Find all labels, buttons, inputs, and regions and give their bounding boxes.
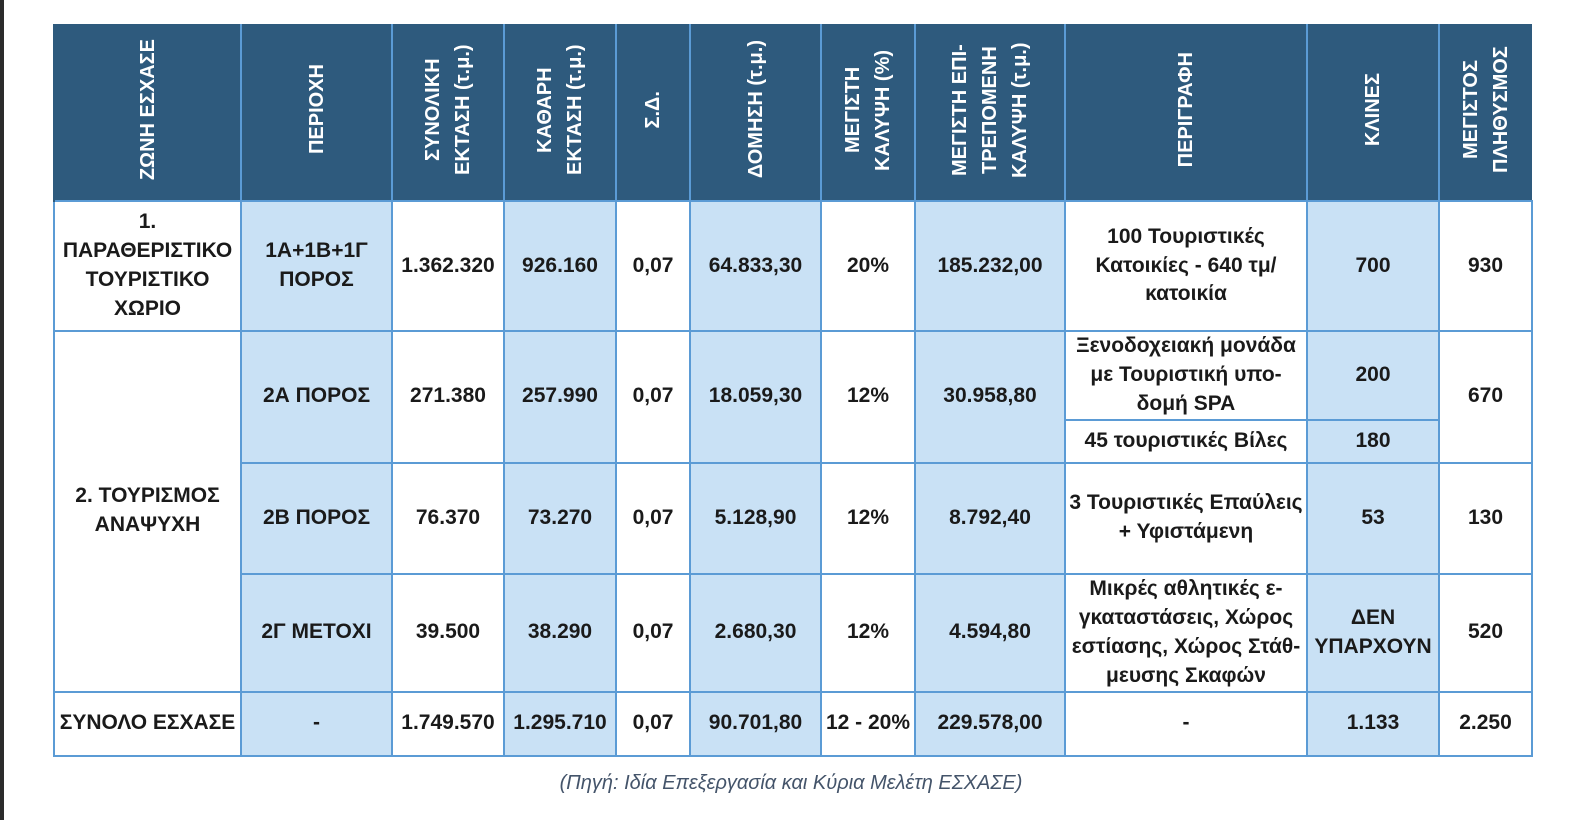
total-area-cell: 76.370 [391, 461, 505, 575]
zone-cell: ΣΥΝΟΛΟ ΕΣΧΑΣΕ [53, 690, 242, 757]
area-cell: 2Β ΠΟΡΟΣ [240, 461, 393, 575]
net-area-cell: 38.290 [503, 572, 617, 693]
building-cell: 90.701,80 [689, 690, 822, 757]
population-cell: 130 [1438, 461, 1533, 575]
population-cell: 930 [1438, 200, 1533, 332]
zone-cell: 2. ΤΟΥΡΙΣΜΟΣ ΑΝΑΨΥΧΗ [53, 330, 242, 693]
coverage-pct-cell: 20% [820, 200, 916, 332]
header-max-population: ΜΕΓΙΣΤΟΣ ΠΛΗΘΥΣΜΟΣ [1438, 24, 1532, 201]
window-left-edge [0, 0, 4, 820]
building-cell: 2.680,30 [689, 572, 822, 693]
net-area-cell: 926.160 [503, 200, 617, 332]
coverage-area-cell: 229.578,00 [914, 690, 1066, 757]
table-row: 2Β ΠΟΡΟΣ 76.370 73.270 0,07 5.128,90 12%… [54, 461, 1533, 575]
total-area-cell: 39.500 [391, 572, 505, 693]
description-cell: Ξενοδοχειακή μονάδα με Τουριστική υπο-δο… [1064, 330, 1308, 421]
net-area-cell: 1.295.710 [503, 690, 617, 757]
header-beds: ΚΛΙΝΕΣ [1306, 24, 1439, 201]
description-cell: 3 Τουριστικές Επαύλεις + Υφιστάμενη [1064, 461, 1308, 575]
coverage-area-cell: 30.958,80 [914, 330, 1066, 464]
population-cell: 520 [1438, 572, 1533, 693]
net-area-cell: 257.990 [503, 330, 617, 464]
table-row: 2Γ ΜΕΤΟΧΙ 39.500 38.290 0,07 2.680,30 12… [54, 572, 1533, 693]
coverage-area-cell: 4.594,80 [914, 572, 1066, 693]
net-area-cell: 73.270 [503, 461, 617, 575]
coverage-pct-cell: 12% [820, 461, 916, 575]
sd-cell: 0,07 [615, 330, 691, 464]
beds-cell: 200 [1306, 330, 1440, 421]
header-description: ΠΕΡΙΓΡΑΦΗ [1064, 24, 1307, 201]
totals-row: ΣΥΝΟΛΟ ΕΣΧΑΣΕ - 1.749.570 1.295.710 0,07… [53, 690, 1533, 757]
total-area-cell: 1.749.570 [391, 690, 505, 757]
table-row: 45 τουριστικές Βίλες 180 [54, 418, 1532, 464]
description-cell: 45 τουριστικές Βίλες [1064, 418, 1308, 464]
description-cell: 100 Τουριστικές Κατοικίες - 640 τμ/κατοι… [1064, 200, 1308, 332]
description-cell: Μικρές αθλητικές ε-γκαταστάσεις, Χώρος ε… [1064, 572, 1308, 693]
zone-data-table: ΖΩΝΗ ΕΣΧΑΣΕ ΠΕΡΙΟΧΗ ΣΥΝΟΛΙΚΗ ΕΚΤΑΣΗ (τ.μ… [53, 24, 1533, 757]
population-cell: 2.250 [1438, 690, 1533, 757]
header-net-area: ΚΑΘΑΡΗ ΕΚΤΑΣΗ (τ.μ.) [503, 24, 616, 201]
header-area: ΠΕΡΙΟΧΗ [240, 24, 392, 201]
sd-cell: 0,07 [615, 200, 691, 332]
total-area-cell: 271.380 [391, 330, 505, 464]
header-max-coverage-area: ΜΕΓΙΣΤΗ ΕΠΙ-ΤΡΕΠΟΜΕΝΗ ΚΑΛΥΨΗ (τ.μ.) [914, 24, 1065, 201]
coverage-pct-cell: 12 - 20% [820, 690, 916, 757]
beds-cell: 53 [1306, 461, 1440, 575]
table-row: 2. ΤΟΥΡΙΣΜΟΣ ΑΝΑΨΥΧΗ 2Α ΠΟΡΟΣ 271.380 25… [53, 330, 1533, 693]
sd-cell: 0,07 [615, 461, 691, 575]
zone-cell: 1. ΠΑΡΑΘΕΡΙΣΤΙΚΟ ΤΟΥΡΙΣΤΙΚΟ ΧΩΡΙΟ [53, 200, 242, 332]
building-cell: 64.833,30 [689, 200, 822, 332]
beds-cell: 180 [1306, 418, 1440, 464]
total-area-cell: 1.362.320 [391, 200, 505, 332]
building-cell: 5.128,90 [689, 461, 822, 575]
area-cell: 2Α ΠΟΡΟΣ [240, 330, 393, 464]
header-row: ΖΩΝΗ ΕΣΧΑΣΕ ΠΕΡΙΟΧΗ ΣΥΝΟΛΙΚΗ ΕΚΤΑΣΗ (τ.μ… [53, 24, 1532, 201]
coverage-area-cell: 8.792,40 [914, 461, 1066, 575]
beds-cell: 700 [1306, 200, 1440, 332]
area-cell: 1Α+1Β+1Γ ΠΟΡΟΣ [240, 200, 393, 332]
header-total-area: ΣΥΝΟΛΙΚΗ ΕΚΤΑΣΗ (τ.μ.) [391, 24, 504, 201]
area-cell: - [240, 690, 393, 757]
header-sd: Σ.Δ. [615, 24, 690, 201]
table-caption: (Πηγή: Ιδία Επεξεργασία και Κύρια Μελέτη… [559, 772, 1023, 794]
sd-cell: 0,07 [615, 690, 691, 757]
sd-cell: 0,07 [615, 572, 691, 693]
coverage-area-cell: 185.232,00 [914, 200, 1066, 332]
coverage-pct-cell: 12% [820, 330, 916, 464]
description-cell: - [1064, 690, 1308, 757]
beds-cell: 1.133 [1306, 690, 1440, 757]
building-cell: 18.059,30 [689, 330, 822, 464]
header-max-coverage-pct: ΜΕΓΙΣΤΗ ΚΑΛΥΨΗ (%) [820, 24, 915, 201]
beds-cell: ΔΕΝ ΥΠΑΡΧΟΥΝ [1306, 572, 1440, 693]
coverage-pct-cell: 12% [820, 572, 916, 693]
area-cell: 2Γ ΜΕΤΟΧΙ [240, 572, 393, 693]
header-building: ΔΟΜΗΣΗ (τ.μ.) [689, 24, 821, 201]
table-row: 1. ΠΑΡΑΘΕΡΙΣΤΙΚΟ ΤΟΥΡΙΣΤΙΚΟ ΧΩΡΙΟ 1Α+1Β+… [53, 200, 1533, 332]
header-zone: ΖΩΝΗ ΕΣΧΑΣΕ [53, 24, 241, 201]
population-cell: 670 [1438, 330, 1533, 464]
